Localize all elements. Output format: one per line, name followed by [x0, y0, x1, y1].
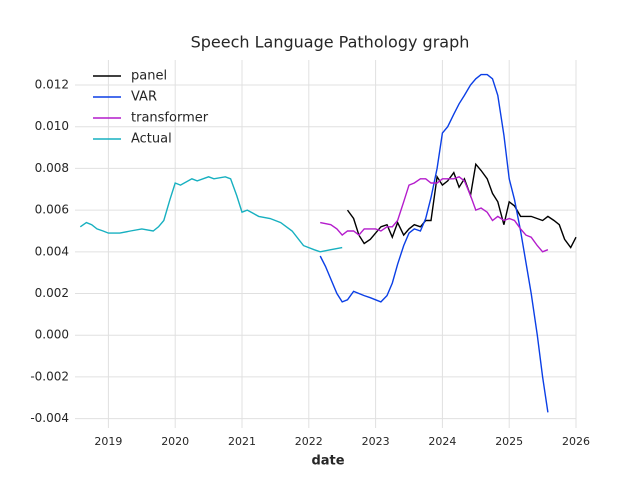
- x-tick-label: 2021: [228, 435, 256, 448]
- x-tick-label: 2022: [295, 435, 323, 448]
- legend-label: Actual: [131, 132, 172, 147]
- x-tick-label: 2024: [428, 435, 456, 448]
- series-line: [320, 176, 549, 253]
- x-tick-label: 2023: [362, 435, 390, 448]
- x-tick-label: 2025: [495, 435, 523, 448]
- legend-label: transformer: [131, 111, 209, 126]
- x-tick-label: 2020: [161, 435, 189, 448]
- x-tick-label: 2026: [562, 435, 590, 448]
- y-tick-label: 0.012: [35, 78, 69, 92]
- legend-label: VAR: [131, 90, 157, 105]
- chart-title: Speech Language Pathology graph: [191, 33, 470, 52]
- y-tick-label: -0.002: [30, 369, 69, 383]
- y-tick-label: 0.000: [35, 328, 69, 342]
- x-axis-label: date: [311, 454, 344, 469]
- y-tick-label: 0.004: [35, 244, 69, 258]
- legend-label: panel: [131, 69, 167, 84]
- series-line: [319, 73, 549, 413]
- y-tick-label: 0.008: [35, 161, 69, 175]
- y-tick-label: 0.002: [35, 286, 69, 300]
- y-tick-label: 0.010: [35, 119, 69, 133]
- series-line: [346, 162, 577, 249]
- y-tick-label: 0.006: [35, 203, 69, 217]
- y-tick-label: -0.004: [30, 411, 69, 425]
- series-line: [79, 176, 343, 253]
- x-tick-label: 2019: [94, 435, 122, 448]
